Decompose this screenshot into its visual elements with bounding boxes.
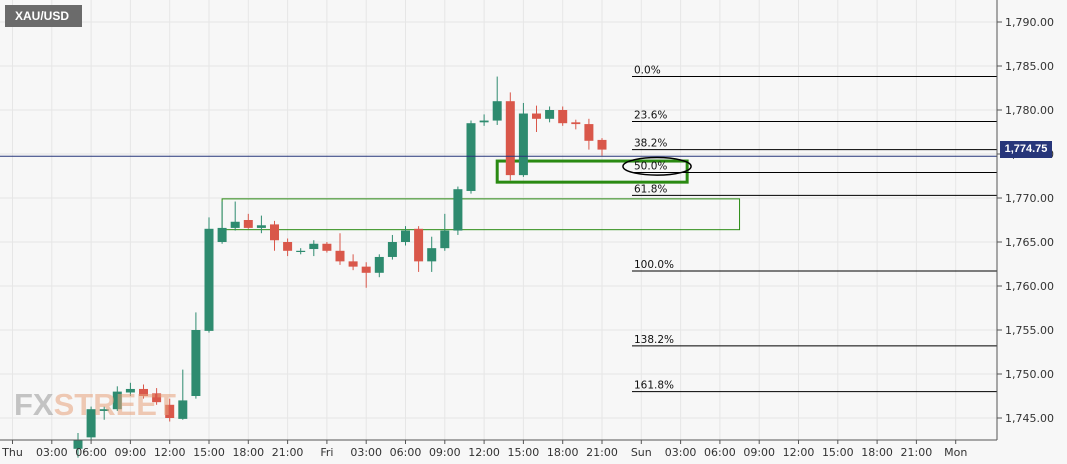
candle-body bbox=[309, 243, 319, 250]
x-tick-label: 06:00 bbox=[390, 446, 422, 459]
fib-level-label: 100.0% bbox=[634, 259, 674, 271]
fib-level-label: 23.6% bbox=[634, 109, 667, 121]
candle-body bbox=[112, 391, 122, 410]
candle-body bbox=[505, 101, 515, 176]
x-tick-label: 09:00 bbox=[743, 446, 775, 459]
candle-body bbox=[99, 409, 109, 411]
x-tick-label: 21:00 bbox=[901, 446, 933, 459]
x-tick-label: Thu bbox=[1, 446, 23, 459]
y-tick-label: 1,745.00 bbox=[1005, 412, 1054, 425]
candle-body bbox=[322, 243, 332, 251]
symbol-badge[interactable]: XAU/USD bbox=[5, 5, 82, 27]
candle-body bbox=[597, 139, 607, 150]
x-tick-label: 06:00 bbox=[75, 446, 107, 459]
fib-level-label: 50.0% bbox=[634, 160, 667, 172]
candle-body bbox=[335, 250, 345, 262]
x-tick-label: 15:00 bbox=[193, 446, 225, 459]
fib-level-label: 161.8% bbox=[634, 380, 674, 392]
current-price-tag: 1,774.75 bbox=[1000, 141, 1052, 158]
candle-body bbox=[165, 404, 175, 418]
candle-body bbox=[571, 122, 581, 125]
candle-body bbox=[545, 110, 555, 119]
candlestick-series bbox=[73, 76, 607, 458]
candle-body bbox=[139, 388, 148, 396]
y-tick-label: 1,755.00 bbox=[1005, 324, 1054, 337]
candle-body bbox=[584, 124, 594, 141]
candle-body bbox=[466, 123, 476, 191]
highlight-box bbox=[495, 159, 689, 184]
candle-body bbox=[479, 120, 489, 123]
x-tick-label: 21:00 bbox=[272, 446, 304, 459]
x-tick-label: Sun bbox=[631, 446, 652, 459]
y-tick-label: 1,760.00 bbox=[1005, 280, 1054, 293]
candle-body bbox=[73, 440, 83, 449]
candle-body bbox=[204, 228, 214, 331]
x-tick-label: 09:00 bbox=[115, 446, 147, 459]
candle-body bbox=[518, 113, 528, 176]
y-tick-label: 1,770.00 bbox=[1005, 192, 1054, 205]
x-tick-label: 03:00 bbox=[36, 446, 68, 459]
candle-body bbox=[558, 110, 568, 124]
candle-body bbox=[283, 242, 293, 251]
fib-level-label: 61.8% bbox=[634, 183, 667, 195]
candle-body bbox=[152, 393, 162, 403]
x-tick-label: 12:00 bbox=[468, 446, 500, 459]
y-tick-label: 1,750.00 bbox=[1005, 368, 1054, 381]
candle-body bbox=[296, 250, 306, 252]
y-tick-label: 1,765.00 bbox=[1005, 236, 1054, 249]
candle-body bbox=[532, 113, 541, 119]
candle-body bbox=[86, 409, 96, 438]
fib-level-label: 38.2% bbox=[634, 138, 667, 150]
candle-body bbox=[453, 189, 463, 231]
annotations bbox=[0, 155, 997, 176]
candle-body bbox=[374, 256, 384, 273]
candle-body bbox=[125, 388, 135, 393]
x-tick-label: 03:00 bbox=[665, 446, 697, 459]
candle-body bbox=[178, 400, 188, 419]
x-tick-label: 15:00 bbox=[508, 446, 540, 459]
candle-body bbox=[387, 242, 397, 257]
candle-body bbox=[256, 225, 266, 228]
candle-body bbox=[217, 227, 227, 242]
x-tick-label: 06:00 bbox=[704, 446, 736, 459]
candle-body bbox=[348, 261, 358, 267]
candle-body bbox=[243, 220, 253, 228]
x-tick-label: 15:00 bbox=[822, 446, 854, 459]
x-tick-label: 12:00 bbox=[154, 446, 186, 459]
candle-body bbox=[361, 266, 371, 273]
candle-body bbox=[427, 248, 437, 262]
candle-body bbox=[414, 228, 424, 262]
candle-body bbox=[270, 224, 279, 241]
candle-body bbox=[440, 230, 450, 249]
y-tick-label: 1,790.00 bbox=[1005, 16, 1054, 29]
candle-body bbox=[492, 101, 502, 121]
candle-body bbox=[230, 221, 240, 228]
highlight-ellipse bbox=[622, 156, 692, 176]
fxstreet-logo: FXSTREET bbox=[14, 387, 176, 422]
x-tick-label: Fri bbox=[320, 446, 333, 459]
fib-level-label: 138.2% bbox=[634, 334, 674, 346]
candle-body bbox=[401, 230, 410, 242]
y-tick-label: 1,780.00 bbox=[1005, 104, 1054, 117]
x-tick-label: 18:00 bbox=[547, 446, 579, 459]
x-tick-label: 21:00 bbox=[586, 446, 618, 459]
x-tick-label: Mon bbox=[944, 446, 967, 459]
y-tick-label: 1,785.00 bbox=[1005, 60, 1054, 73]
candle-body bbox=[191, 330, 201, 396]
fib-level-label: 0.0% bbox=[634, 65, 661, 77]
x-tick-label: 18:00 bbox=[232, 446, 264, 459]
axes: 1,790.001,785.001,780.001,775.001,770.00… bbox=[0, 0, 1054, 459]
x-tick-label: 18:00 bbox=[861, 446, 893, 459]
fibonacci-levels: 0.0% 23.6% 38.2% 50.0% 61.8% 100.0% 138.2% 161.… bbox=[632, 65, 997, 393]
x-tick-label: 12:00 bbox=[783, 446, 815, 459]
x-tick-label: 03:00 bbox=[350, 446, 382, 459]
x-tick-label: 09:00 bbox=[429, 446, 461, 459]
